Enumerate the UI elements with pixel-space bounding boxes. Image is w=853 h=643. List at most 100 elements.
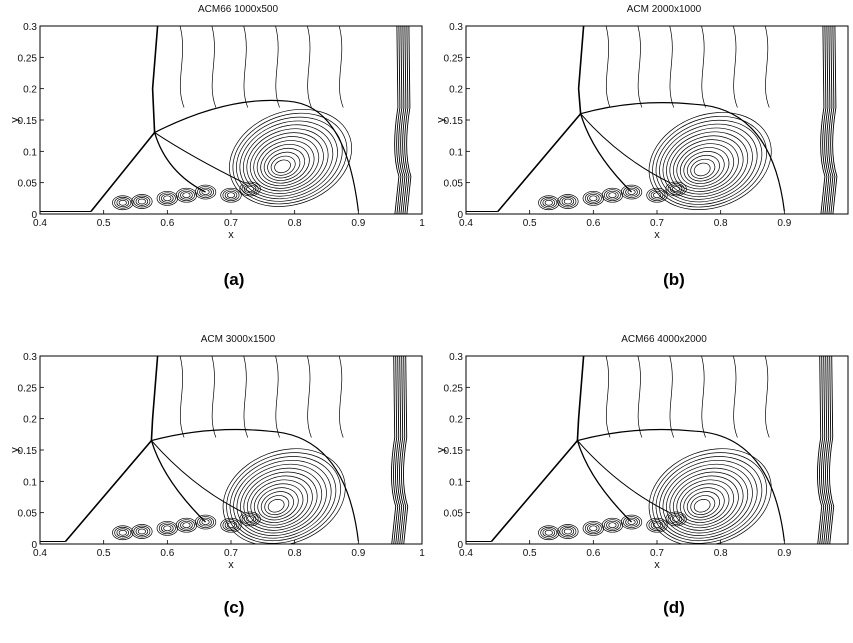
eddy-contour (665, 511, 687, 527)
right-shock-contour (821, 356, 827, 544)
y-tick-label: 0.1 (449, 477, 463, 488)
eddy-contour (544, 529, 553, 536)
bow-shock (577, 428, 785, 541)
eddy-contour (627, 189, 636, 195)
y-tick-label: 0.15 (18, 446, 38, 457)
eddy-contour (584, 192, 602, 205)
eddy-contour (669, 514, 683, 524)
reflected-shock (579, 113, 632, 193)
x-tick-label: 0.8 (288, 218, 302, 229)
eddy-contour (220, 187, 242, 203)
band-contour (605, 26, 611, 108)
x-tick-label: 0.6 (586, 218, 600, 229)
right-shock-contour (830, 26, 836, 214)
eddy-contour (625, 187, 638, 197)
x-tick-label: 0.5 (97, 548, 111, 559)
y-tick-label: 0.3 (449, 352, 463, 363)
x-axis-label: x (654, 559, 660, 571)
chart-title: ACM66 4000x2000 (621, 334, 707, 345)
x-tick-label: 1 (419, 548, 425, 559)
band-contour (669, 26, 675, 108)
vortex-contour (659, 460, 758, 539)
eddy-contour (180, 520, 193, 530)
x-tick-label: 0.4 (33, 218, 47, 229)
eddy-contour (540, 196, 558, 209)
eddy-contour (158, 192, 176, 205)
y-tick-label: 0.25 (18, 383, 38, 394)
right-shock-contour (822, 26, 828, 214)
vortex-contour (669, 471, 744, 531)
y-tick-label: 0.2 (23, 415, 37, 426)
eddy-contour (222, 189, 240, 202)
eddy-contour (194, 184, 217, 200)
vortex-contour (648, 448, 772, 544)
eddy-contour (243, 514, 257, 524)
band-contour (179, 356, 185, 438)
slip-line (580, 113, 670, 184)
incident-shock (497, 113, 582, 213)
eddy-contour (538, 195, 560, 211)
incident-shock (64, 440, 153, 543)
mach-stem (577, 26, 585, 114)
reflected-shock (153, 132, 206, 193)
y-tick-label: 0.1 (23, 147, 37, 158)
eddy-contour (606, 520, 619, 530)
eddy-contour (542, 198, 556, 208)
x-tick-label: 0.9 (351, 548, 365, 559)
eddy-contour (158, 522, 176, 535)
right-shock-contour (403, 356, 409, 544)
vortex-contour (256, 140, 315, 187)
vortex-contour (690, 495, 716, 516)
eddy-contour (241, 183, 259, 195)
vortex-contour (236, 116, 343, 202)
contour-plot: 0.4 0.5 0.6 0.7 0.8 0.9 0 0.05 0.1 0.15 0.2 0.25 0.3… (435, 22, 849, 241)
vortex-contour (662, 463, 753, 536)
plot-frame (39, 25, 423, 215)
reflected-shock (150, 440, 206, 523)
band-contour (733, 26, 738, 108)
eddy-contour (540, 526, 558, 539)
eddy-contour (114, 526, 132, 539)
mach-stem (576, 356, 585, 441)
band-contour (243, 356, 249, 438)
band-contour (637, 356, 643, 438)
right-shock-contour (396, 26, 402, 214)
y-tick-label: 0 (31, 210, 37, 221)
vortex-contour (693, 499, 711, 513)
eddy-contour (563, 198, 572, 205)
y-tick-label: 0.1 (449, 147, 463, 158)
y-tick-label: 0.25 (444, 383, 464, 394)
vortex-contour (226, 452, 341, 544)
chart-title: ACM 3000x1500 (200, 334, 276, 345)
right-shock-contour (398, 26, 404, 214)
band-contour (764, 356, 770, 438)
y-tick-label: 0 (457, 210, 463, 221)
right-shock-contour (399, 356, 405, 544)
eddy-contour (650, 190, 664, 200)
y-axis-label: y (435, 117, 447, 123)
y-tick-label: 0.2 (449, 415, 463, 426)
vortex-contour (243, 471, 318, 531)
y-tick-label: 0.05 (18, 509, 38, 520)
vortex-contour (669, 135, 744, 195)
chart-title: ACM66 1000x500 (197, 4, 279, 15)
eddy-contour (589, 195, 598, 202)
mach-stem (151, 26, 159, 133)
panel-b: ACM 2000x1000 0.4 0.5 0.6 0.7 0.8 0.9 0 0.05 0.1… (426, 0, 852, 313)
bow-shock (154, 99, 359, 211)
eddy-contour (118, 529, 127, 536)
mach-stem (150, 356, 159, 441)
vortex-contour (676, 479, 735, 526)
eddy-contour (182, 522, 191, 529)
eddy-contour (161, 523, 174, 533)
eddy-contour (199, 187, 212, 197)
eddy-contour (177, 189, 195, 202)
eddy-contour (135, 197, 149, 206)
band-contour (338, 26, 344, 108)
band-contour (243, 26, 249, 108)
x-tick-label: 0.6 (160, 218, 174, 229)
eddy-contour (669, 184, 683, 194)
eddy-contour (652, 192, 662, 199)
panel-label: (d) (663, 598, 685, 617)
vortex-contour (260, 491, 294, 518)
